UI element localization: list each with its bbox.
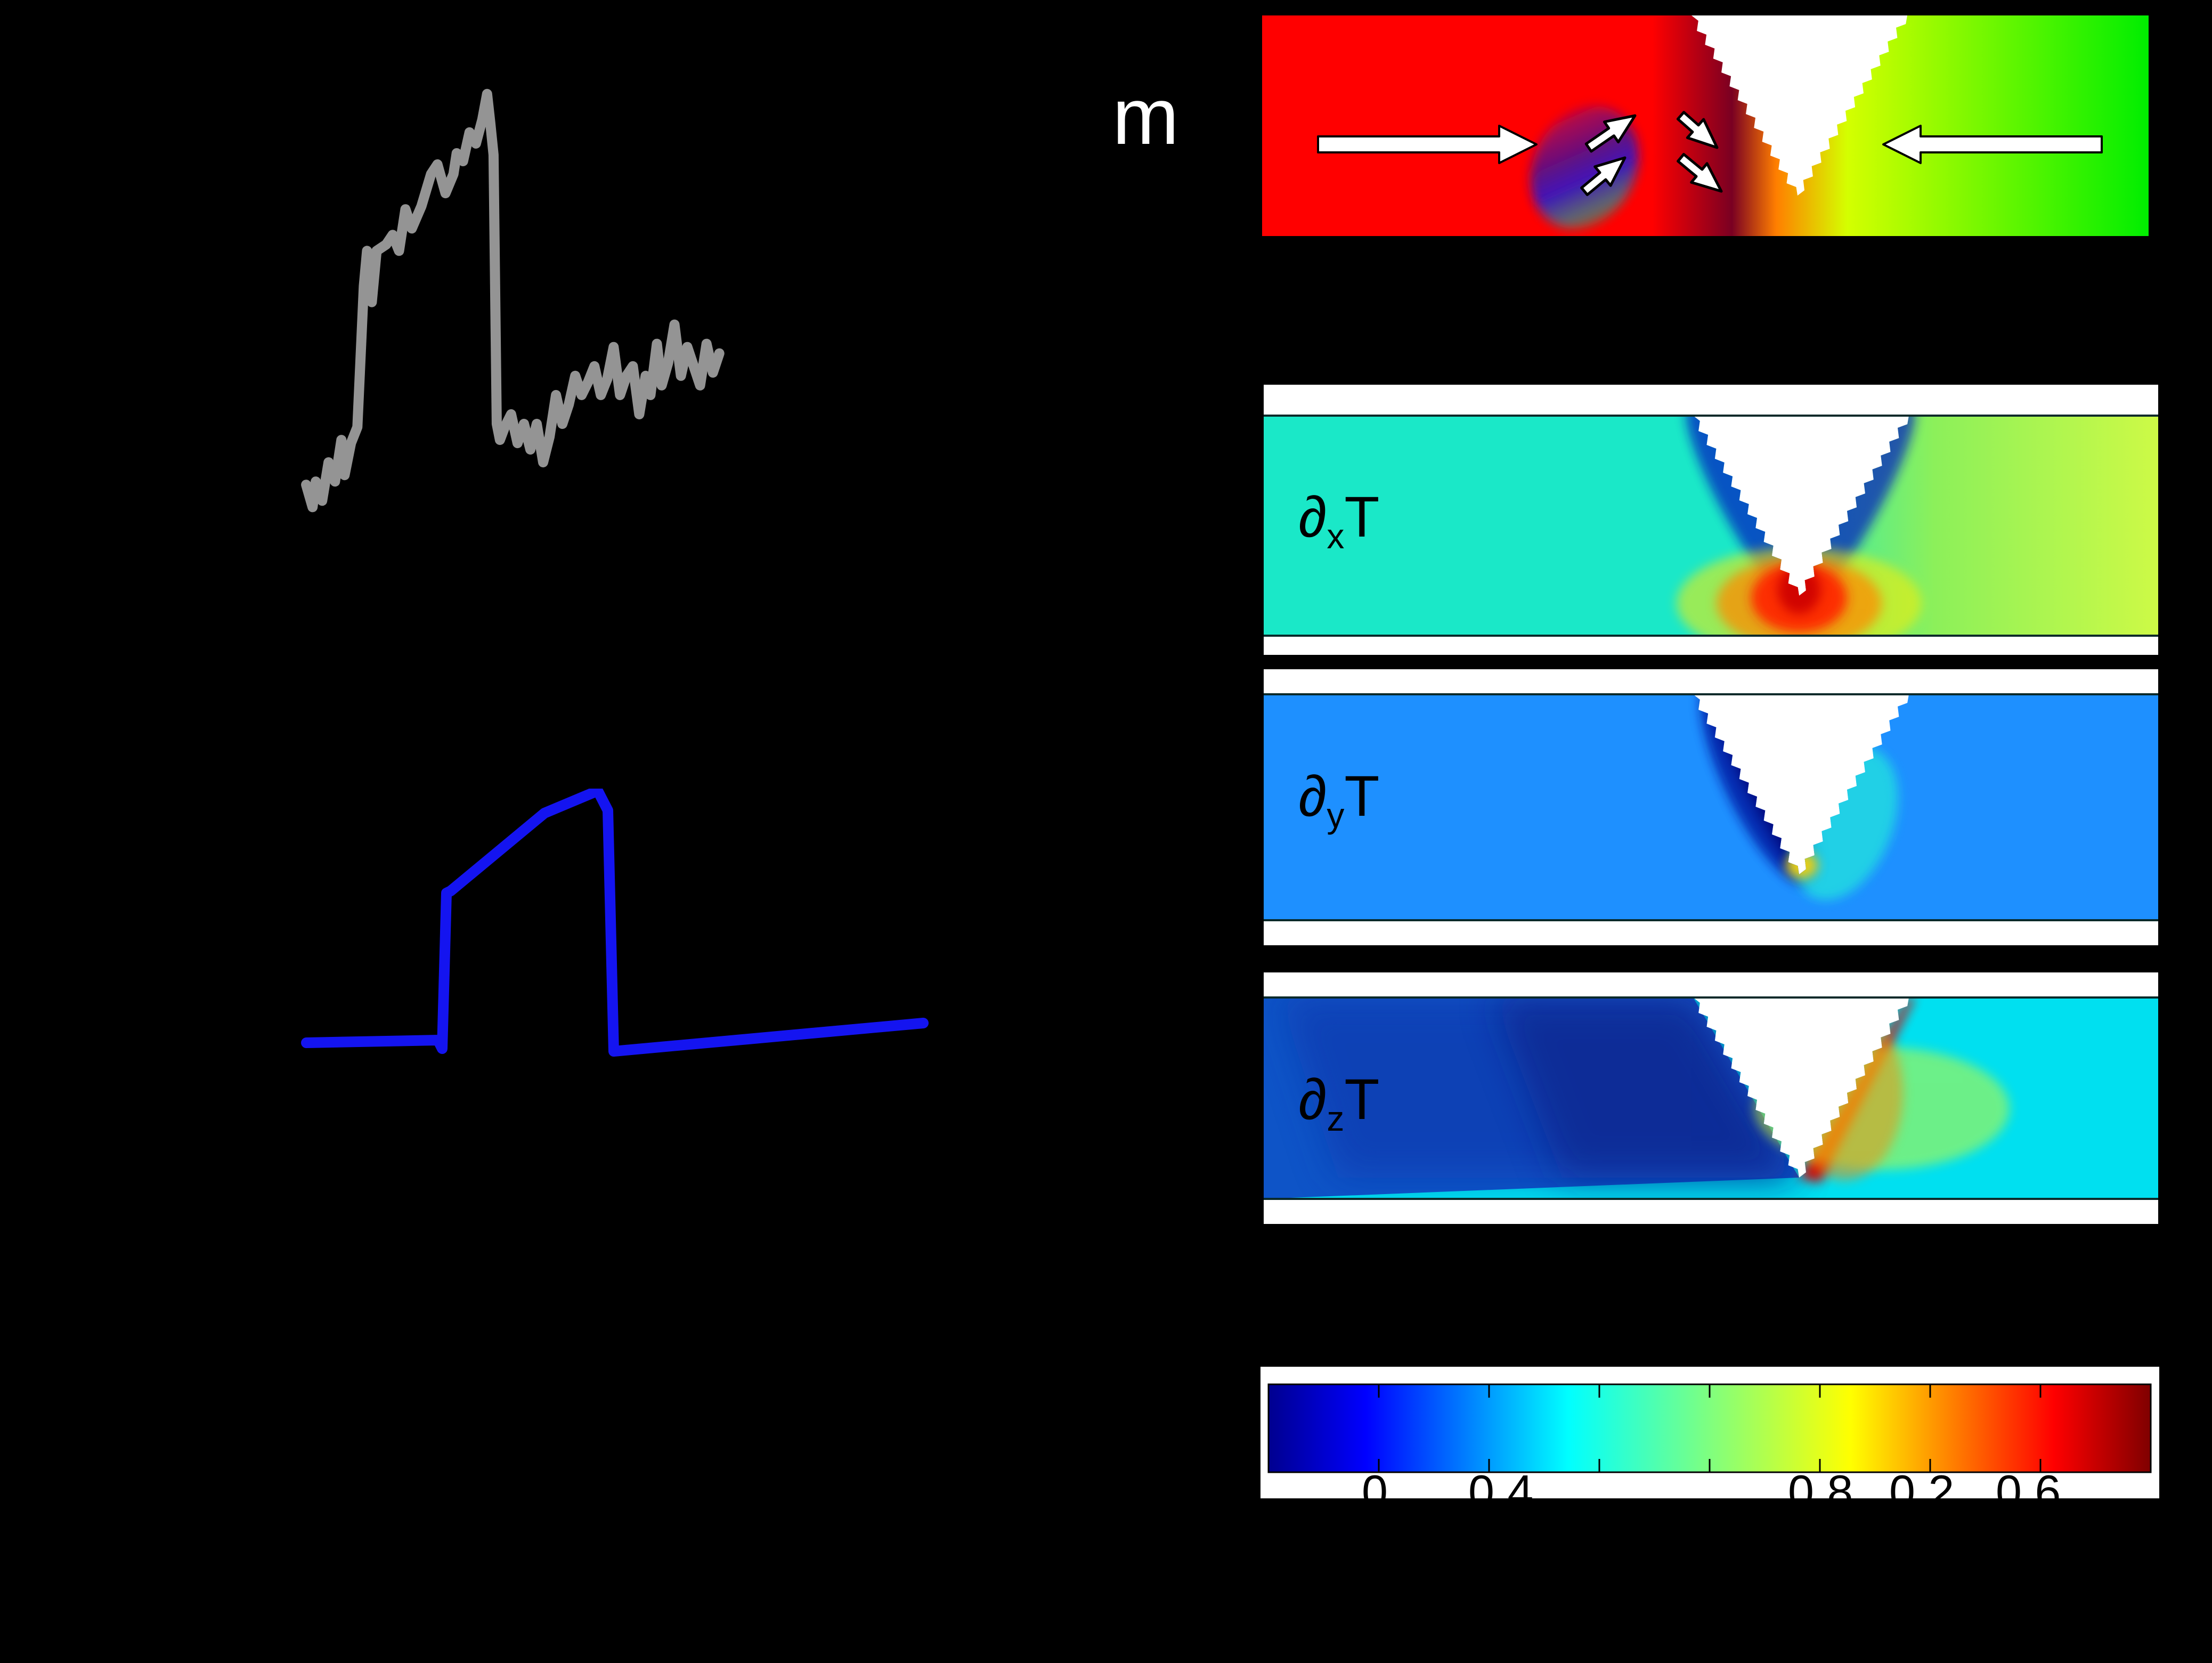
svg-text:2.1e-06: 2.1e-06 xyxy=(2054,1367,2159,1373)
